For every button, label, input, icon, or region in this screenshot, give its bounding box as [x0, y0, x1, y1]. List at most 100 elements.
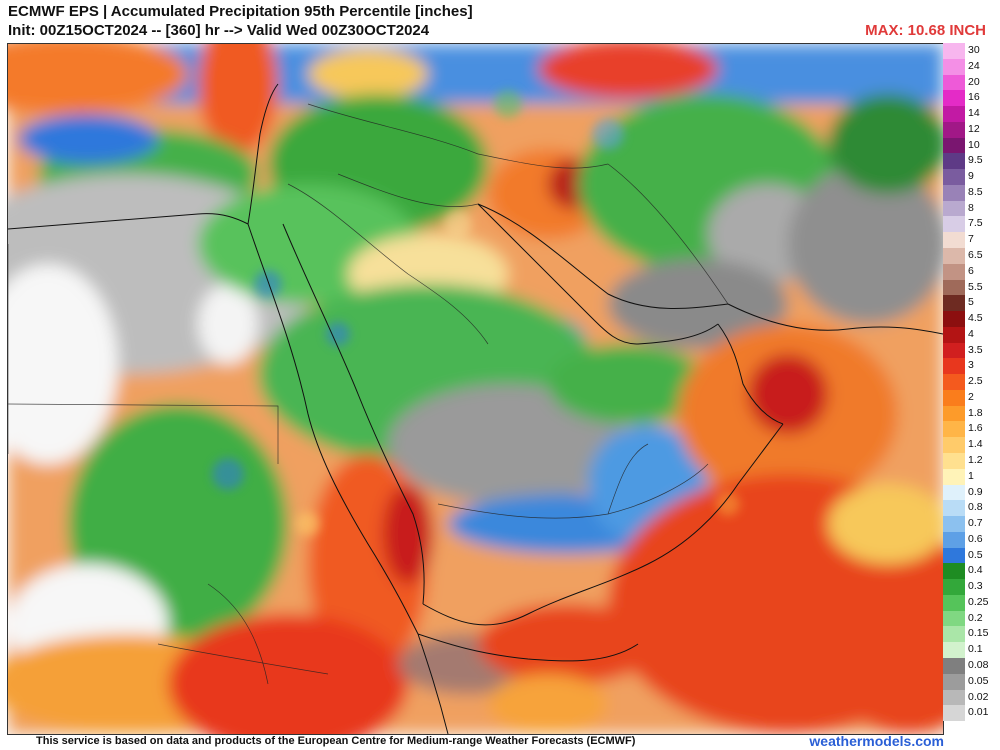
legend-swatch — [943, 642, 965, 659]
legend-label: 0.08 — [968, 659, 989, 672]
legend-label: 3 — [968, 359, 974, 372]
legend-swatch — [943, 295, 965, 312]
legend-label: 1.4 — [968, 438, 983, 451]
legend-swatch — [943, 421, 965, 438]
legend-swatch — [943, 610, 965, 627]
legend-item: 7 — [943, 232, 997, 248]
legend-label: 0.01 — [968, 706, 989, 719]
color-legend: 30 24 20 16 14 12 10 9.5 9 8.5 8 7.5 7 6.5 6 5.5 5 4.5 4 3.… — [943, 43, 997, 722]
legend-item: 30 — [943, 43, 997, 59]
legend-label: 20 — [968, 75, 980, 88]
legend-item: 0.9 — [943, 484, 997, 501]
legend-item: 0.3 — [943, 579, 997, 595]
legend-item: 0.01 — [943, 705, 997, 722]
legend-label: 0.4 — [968, 564, 983, 577]
legend-swatch — [943, 263, 965, 280]
precip-field — [8, 44, 943, 734]
legend-item: 6 — [943, 263, 997, 280]
legend-label: 8.5 — [968, 185, 983, 198]
legend-label: 2.5 — [968, 375, 983, 388]
legend-swatch — [943, 58, 965, 75]
country-borders — [8, 103, 729, 685]
legend-swatch — [943, 248, 965, 264]
legend-item: 0.15 — [943, 626, 997, 643]
legend-item: 16 — [943, 90, 997, 107]
legend-item: 1.4 — [943, 437, 997, 454]
legend-item: 0.25 — [943, 594, 997, 611]
legend-label: 1 — [968, 469, 974, 482]
legend-label: 5.5 — [968, 280, 983, 293]
legend-item: 5.5 — [943, 279, 997, 296]
legend-swatch — [943, 137, 965, 154]
legend-swatch — [943, 311, 965, 327]
coastlines — [8, 83, 943, 734]
legend-label: 0.25 — [968, 595, 989, 608]
legend-item: 7.5 — [943, 216, 997, 233]
legend-item: 0.02 — [943, 689, 997, 706]
legend-swatch — [943, 531, 965, 548]
legend-item: 0.7 — [943, 516, 997, 532]
legend-label: 16 — [968, 91, 980, 104]
legend-item: 0.1 — [943, 642, 997, 659]
legend-swatch — [943, 184, 965, 201]
legend-label: 6 — [968, 264, 974, 277]
legend-swatch — [943, 169, 965, 185]
legend-item: 2.5 — [943, 374, 997, 390]
legend-swatch — [943, 232, 965, 248]
legend-item: 0.08 — [943, 658, 997, 674]
legend-item: 5 — [943, 295, 997, 312]
legend-swatch — [943, 626, 965, 643]
precipitation-map — [7, 43, 944, 735]
legend-item: 10 — [943, 137, 997, 154]
legend-item: 0.2 — [943, 610, 997, 627]
legend-swatch — [943, 74, 965, 91]
legend-swatch — [943, 547, 965, 564]
legend-label: 12 — [968, 122, 980, 135]
legend-item: 8 — [943, 200, 997, 217]
legend-label: 3.5 — [968, 343, 983, 356]
legend-swatch — [943, 279, 965, 296]
legend-label: 0.8 — [968, 501, 983, 514]
legend-label: 9.5 — [968, 154, 983, 167]
legend-label: 4.5 — [968, 312, 983, 325]
legend-swatch — [943, 342, 965, 359]
legend-swatch — [943, 374, 965, 390]
legend-swatch — [943, 405, 965, 422]
legend-swatch — [943, 200, 965, 217]
brand-link[interactable]: weathermodels.com — [809, 733, 944, 749]
legend-swatch — [943, 705, 965, 722]
legend-item: 0.6 — [943, 531, 997, 548]
legend-swatch — [943, 658, 965, 674]
legend-swatch — [943, 90, 965, 107]
legend-swatch — [943, 216, 965, 233]
legend-item: 0.05 — [943, 673, 997, 690]
legend-swatch — [943, 500, 965, 517]
legend-swatch — [943, 516, 965, 532]
legend-label: 0.9 — [968, 485, 983, 498]
legend-label: 7.5 — [968, 217, 983, 230]
legend-label: 1.6 — [968, 422, 983, 435]
legend-item: 9 — [943, 169, 997, 185]
legend-swatch — [943, 484, 965, 501]
legend-swatch — [943, 326, 965, 343]
legend-label: 0.15 — [968, 627, 989, 640]
legend-item: 4.5 — [943, 311, 997, 327]
legend-item: 3.5 — [943, 342, 997, 359]
legend-swatch — [943, 437, 965, 454]
legend-label: 2 — [968, 390, 974, 403]
legend-label: 14 — [968, 107, 980, 120]
legend-label: 0.02 — [968, 690, 989, 703]
legend-label: 4 — [968, 327, 974, 340]
legend-label: 30 — [968, 44, 980, 56]
legend-item: 6.5 — [943, 248, 997, 264]
legend-swatch — [943, 453, 965, 469]
legend-swatch — [943, 594, 965, 611]
legend-label: 0.6 — [968, 532, 983, 545]
legend-item: 20 — [943, 74, 997, 91]
legend-swatch — [943, 106, 965, 122]
legend-swatch — [943, 689, 965, 706]
legend-label: 0.7 — [968, 517, 983, 530]
legend-swatch — [943, 43, 965, 59]
legend-item: 0.5 — [943, 547, 997, 564]
legend-swatch — [943, 563, 965, 580]
